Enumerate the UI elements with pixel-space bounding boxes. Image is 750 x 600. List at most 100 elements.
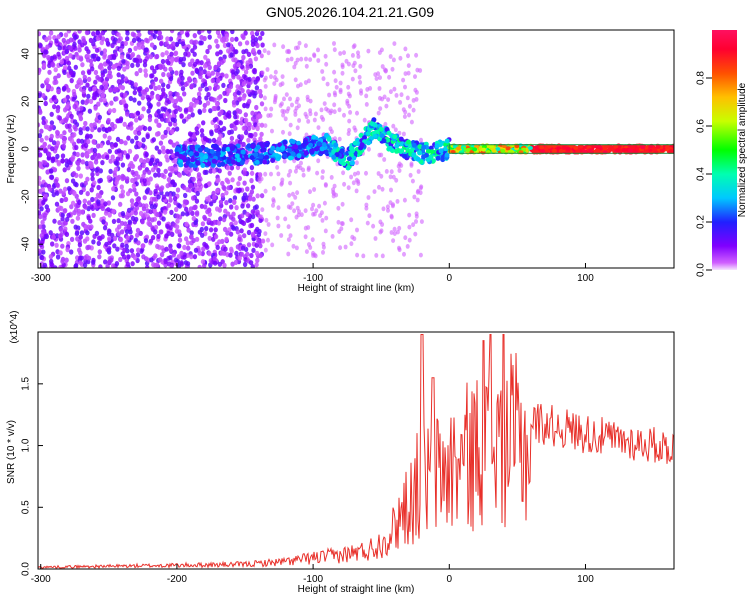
spectrogram-point bbox=[47, 186, 53, 192]
spectrogram-point bbox=[141, 106, 146, 112]
spectrogram-point bbox=[295, 57, 300, 63]
spectrogram-point bbox=[308, 108, 313, 113]
spectrogram-point bbox=[403, 46, 408, 52]
spectrogram-point bbox=[243, 117, 249, 123]
spectrogram-point bbox=[156, 167, 161, 173]
spectrogram-point bbox=[88, 98, 94, 104]
spectrogram-point bbox=[170, 168, 175, 174]
spectrogram-point bbox=[340, 221, 345, 227]
spectrogram-point bbox=[187, 76, 192, 82]
spectrogram-point bbox=[102, 30, 108, 33]
spectrogram-point bbox=[172, 196, 178, 202]
spectrogram-point bbox=[559, 148, 564, 153]
spectrogram-point bbox=[252, 205, 258, 211]
spectrogram-point bbox=[169, 209, 174, 215]
spectrogram-point bbox=[107, 228, 112, 235]
spectrogram-point bbox=[110, 126, 115, 132]
spectrogram-point bbox=[195, 130, 200, 136]
spectrogram-point bbox=[398, 55, 403, 61]
spectrogram-point bbox=[263, 123, 268, 128]
spectrogram-point bbox=[140, 40, 145, 46]
spectrogram-point bbox=[43, 148, 48, 154]
spectrogram-point bbox=[116, 65, 122, 71]
spectrogram-point bbox=[216, 147, 222, 153]
spectrogram-point bbox=[188, 151, 194, 157]
spectrogram-point bbox=[197, 95, 202, 101]
spectrogram-point bbox=[296, 153, 302, 159]
spectrogram-point bbox=[87, 148, 92, 155]
spectrogram-point bbox=[209, 131, 214, 137]
spectrogram-point bbox=[269, 171, 273, 177]
spectrogram-point bbox=[143, 238, 149, 244]
spectrogram-point bbox=[192, 51, 197, 57]
spectrogram-point bbox=[208, 227, 214, 233]
spectrogram-point bbox=[66, 30, 72, 34]
spectrogram-point bbox=[263, 171, 268, 177]
spectrogram-point bbox=[228, 252, 233, 258]
spectrogram-point bbox=[71, 171, 77, 177]
spectrogram-point bbox=[378, 219, 383, 225]
spectrogram-point bbox=[381, 206, 386, 212]
spectrogram-point bbox=[296, 83, 300, 89]
spectrogram-point bbox=[94, 167, 100, 173]
spectrogram-point bbox=[129, 198, 135, 204]
spectrogram-point bbox=[174, 151, 180, 157]
spectrogram-point bbox=[379, 173, 384, 179]
spectrogram-point bbox=[42, 262, 48, 268]
spectrogram-point bbox=[133, 82, 138, 88]
spectrogram-point bbox=[230, 261, 235, 267]
spectrogram-point bbox=[156, 122, 161, 128]
spectrogram-point bbox=[84, 152, 90, 159]
spectrogram-point bbox=[173, 50, 179, 56]
spectrogram-point bbox=[55, 254, 61, 260]
spectrogram-point bbox=[156, 220, 162, 226]
spectrogram-point bbox=[241, 195, 246, 201]
spectrogram-point bbox=[96, 240, 102, 246]
spectrogram-point bbox=[86, 224, 91, 230]
spectrogram-point bbox=[331, 193, 336, 199]
spectrogram-point bbox=[57, 115, 62, 121]
spectrogram-point bbox=[215, 206, 220, 212]
spectrogram-point bbox=[293, 144, 299, 150]
spectrogram-point bbox=[210, 96, 215, 102]
spectrogram-point bbox=[90, 196, 95, 203]
spectrogram-point bbox=[321, 76, 326, 82]
spectrogram-point bbox=[135, 110, 141, 116]
spectrogram-point bbox=[120, 74, 125, 80]
spectrogram-point bbox=[293, 45, 298, 51]
spectrogram-point bbox=[154, 145, 159, 151]
spectrogram-point bbox=[205, 100, 211, 106]
spectrogram-point bbox=[52, 94, 57, 100]
spectrogram-point bbox=[270, 145, 276, 151]
spectrogram-point bbox=[183, 107, 189, 113]
spectrogram-point bbox=[168, 139, 174, 145]
spectrogram-point bbox=[345, 165, 351, 171]
spectrogram-point bbox=[215, 43, 220, 49]
spectrogram-point bbox=[81, 88, 86, 95]
spectrogram-point bbox=[264, 154, 270, 160]
spectrogram-point bbox=[157, 257, 163, 263]
spectrogram-point bbox=[385, 137, 391, 143]
spectrogram-point bbox=[184, 211, 190, 217]
spectrogram-point bbox=[648, 144, 654, 149]
spectrogram-point bbox=[221, 217, 227, 223]
spectrogram-point bbox=[65, 94, 71, 100]
spectrogram-point bbox=[321, 244, 326, 250]
spectrogram-point bbox=[260, 70, 265, 76]
spectrogram-point bbox=[108, 158, 113, 164]
spectrogram-point bbox=[166, 83, 171, 89]
spectrogram-point bbox=[224, 236, 229, 242]
spectrogram-point bbox=[120, 162, 126, 168]
spectrogram-point bbox=[215, 178, 220, 184]
spectrogram-point bbox=[395, 199, 400, 204]
spectrogram-point bbox=[91, 31, 96, 37]
spectrogram-point bbox=[107, 70, 113, 76]
spectrogram-point bbox=[140, 89, 146, 95]
spectrogram-point bbox=[260, 207, 265, 213]
spectrogram-point bbox=[341, 170, 346, 176]
spectrogram-point bbox=[173, 200, 178, 206]
spectrogram-point bbox=[288, 233, 293, 239]
spectrogram-point bbox=[72, 41, 77, 48]
spectrogram-point bbox=[302, 139, 308, 145]
spectrogram-point bbox=[642, 150, 648, 155]
